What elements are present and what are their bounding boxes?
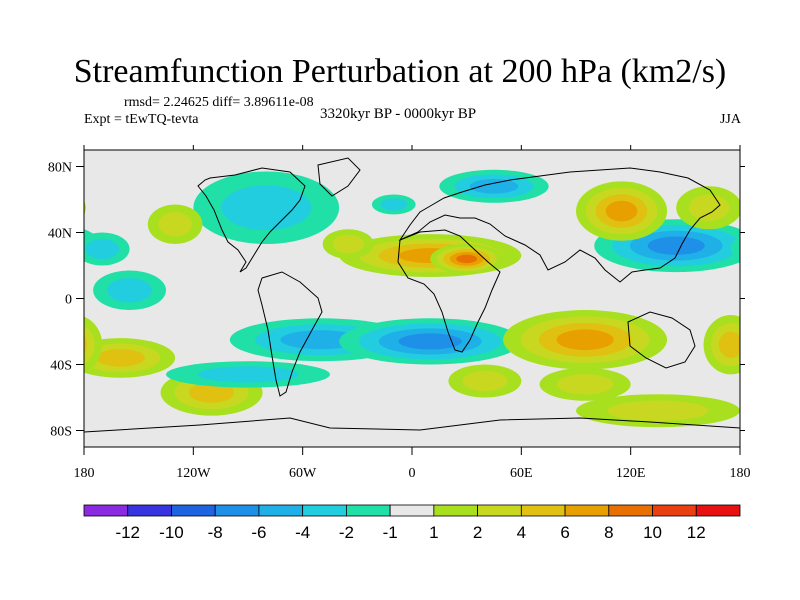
colorbar-label: -10 <box>159 523 184 542</box>
y-tick-label: 80S <box>50 425 72 440</box>
colorbar-swatch <box>258 504 304 517</box>
anomaly-10-wrap--1 <box>730 236 740 262</box>
x-tick-label: 60E <box>510 466 533 481</box>
chart-title: Streamfunction Perturbation at 200 hPa (… <box>73 53 727 90</box>
x-tick-label: 120E <box>616 466 646 481</box>
colorbar-swatch <box>652 504 697 517</box>
anomaly-15-wrap-2 <box>736 352 740 364</box>
colorbar-swatch <box>564 504 610 517</box>
anomaly-17-level--2 <box>197 366 299 383</box>
colorbar-swatch <box>302 504 347 517</box>
colorbar-swatch <box>433 504 479 517</box>
anomaly-18-level-2 <box>462 370 508 392</box>
anomaly-8-level--2 <box>221 185 312 231</box>
coastline-antarctica <box>84 417 740 433</box>
anomaly-6-level--4 <box>469 178 519 194</box>
anomaly-7-level--2 <box>380 198 408 211</box>
colorbar-swatch <box>389 504 435 517</box>
anomaly-1-level-8 <box>456 254 478 264</box>
colorbar-label: 4 <box>517 523 526 542</box>
colorbar-label: -12 <box>115 523 140 542</box>
colorbar-label: -8 <box>208 523 223 542</box>
anomaly-21-wrap-4 <box>84 335 88 354</box>
anomaly-11-level--2 <box>107 278 152 303</box>
colorbar-label: -1 <box>383 523 398 542</box>
x-tick-label: 0 <box>409 466 416 481</box>
anomaly-21-wrap-2 <box>84 325 95 364</box>
colorbar-label: -2 <box>339 523 354 542</box>
y-tick-label: 40S <box>50 359 72 374</box>
coastline-north-america <box>197 167 306 273</box>
coastline-eurasia <box>398 167 721 283</box>
anomaly-4-level-6 <box>605 200 638 222</box>
anomaly-14-level-6 <box>556 329 614 351</box>
colorbar-label: -6 <box>251 523 266 542</box>
anomaly-10-level--2 <box>85 238 120 260</box>
coastlines <box>84 157 740 433</box>
colorbar-swatch <box>520 504 566 517</box>
x-tick-label: 180 <box>74 466 95 481</box>
colorbar-swatch <box>83 504 129 517</box>
anomaly-2-level-2 <box>332 234 364 254</box>
anomaly-15-level-4 <box>96 349 145 367</box>
colorbar-label: 10 <box>643 523 662 542</box>
rmsd-diff-stats: rmsd= 2.24625 diff= 3.89611e-08 <box>124 95 314 110</box>
x-tick-label: 180 <box>730 466 751 481</box>
y-tick-label: 40N <box>48 227 72 242</box>
colorbar-swatch <box>214 504 260 517</box>
anomaly-5-wrap-1 <box>84 200 86 215</box>
coastline-south-america <box>257 271 323 397</box>
axes: 180 120W 60W 0 60E 120E 180 80N 40N 0 40S 80S <box>48 145 751 481</box>
colorbar-swatch <box>695 504 741 517</box>
coastline-australia <box>627 311 696 369</box>
anomaly-20-level-2 <box>607 400 709 421</box>
anomaly-21-level-4 <box>718 331 740 358</box>
colorbar: -12 -10 -8 -6 -4 -2 -1 1 2 4 6 8 10 12 <box>83 504 741 542</box>
anomaly-3-level--6 <box>647 236 705 255</box>
anomaly-5-level-2 <box>688 194 730 221</box>
colorbar-swatch <box>477 504 522 517</box>
colorbar-swatch <box>127 504 172 517</box>
period-label: 3320kyr BP - 0000kyr BP <box>320 106 477 122</box>
colorbar-label: 1 <box>429 523 438 542</box>
colorbar-label: -4 <box>295 523 310 542</box>
x-tick-label: 60W <box>289 466 317 481</box>
x-tick-label: 120W <box>176 466 211 481</box>
colorbar-label: 12 <box>687 523 706 542</box>
colorbar-label: 6 <box>560 523 569 542</box>
y-tick-label: 80N <box>48 161 72 176</box>
anomaly-16-level-4 <box>188 382 235 403</box>
coastline-greenland <box>317 157 361 197</box>
anomaly-19-level-2 <box>557 374 614 395</box>
season-label: JJA <box>719 112 741 127</box>
anomaly-9-level-2 <box>158 212 192 237</box>
colorbar-swatch <box>345 504 391 517</box>
y-tick-label: 0 <box>65 293 72 308</box>
colorbar-swatch <box>171 504 216 517</box>
colorbar-label: 8 <box>604 523 613 542</box>
colorbar-swatch <box>608 504 653 517</box>
experiment-label: Expt = tEwTQ-tevta <box>84 112 199 127</box>
colorbar-label: 2 <box>473 523 482 542</box>
anomaly-layer <box>84 169 740 428</box>
coastline-africa <box>397 229 501 353</box>
anomaly-13-level--6 <box>398 333 462 350</box>
